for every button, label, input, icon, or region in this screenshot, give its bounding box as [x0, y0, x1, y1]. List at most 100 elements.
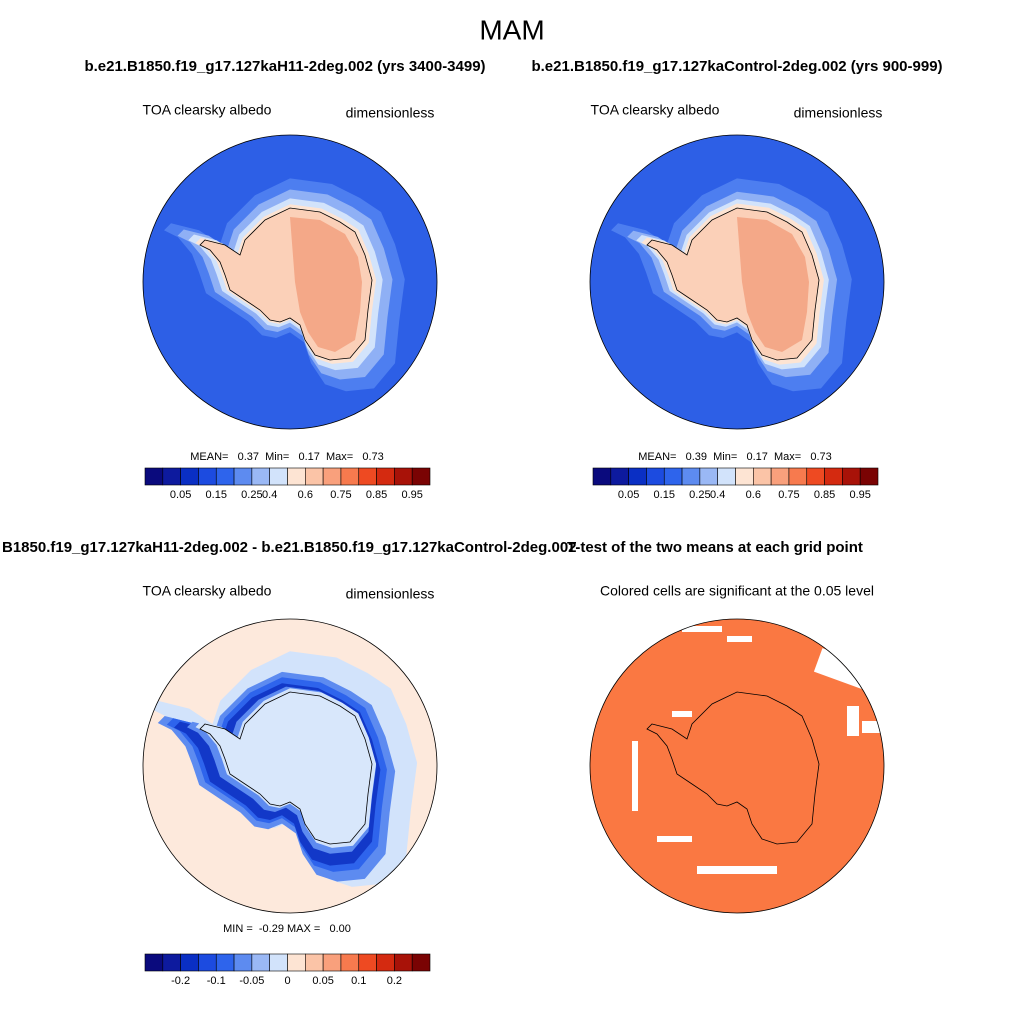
cell — [672, 711, 692, 717]
map-border — [589, 134, 885, 430]
figure-title: MAM — [479, 14, 544, 45]
colorbar-box — [842, 467, 861, 486]
colorbar-box — [180, 467, 199, 486]
colorbar-box — [824, 467, 843, 486]
colorbar-box — [592, 467, 612, 486]
panel-header: b.e21.B1850.f19_g17.127kaH11-2deg.002 (y… — [84, 58, 485, 75]
colorbar-label: 0.1 — [351, 975, 366, 987]
panel-header: B1850.f19_g17.127kaH11-2deg.002 - b.e21.… — [2, 539, 577, 556]
cell — [632, 741, 638, 811]
panel-header: b.e21.B1850.f19_g17.127kaControl-2deg.00… — [531, 58, 942, 75]
colorbar-box — [251, 953, 270, 972]
colorbar-label: 0.05 — [170, 489, 191, 501]
cell — [847, 706, 859, 736]
map — [142, 134, 438, 430]
colorbar-box — [233, 467, 253, 486]
colorbar-box — [322, 467, 342, 486]
colorbar-box — [287, 953, 306, 972]
colorbar-box — [663, 467, 683, 486]
colorbar-label: 0.95 — [849, 489, 870, 501]
colorbar-label: 0.75 — [330, 489, 351, 501]
colorbar-box — [322, 953, 342, 972]
colorbar-label: 0.2 — [387, 975, 402, 987]
colorbar-box — [269, 953, 288, 972]
colorbar-box — [753, 467, 772, 486]
colorbar-label: 0.15 — [206, 489, 227, 501]
units-label: dimensionless — [346, 586, 435, 602]
variable-label: TOA clearsky albedo — [143, 102, 272, 118]
colorbar-label: -0.05 — [239, 975, 264, 987]
colorbar-box — [394, 953, 413, 972]
cell — [862, 721, 880, 733]
units-label: dimensionless — [794, 105, 883, 121]
colorbar-box — [233, 953, 253, 972]
colorbar-box — [806, 467, 825, 486]
colorbar-box — [628, 467, 647, 486]
colorbar-box — [287, 467, 306, 486]
colorbar-label: 0.6 — [298, 489, 313, 501]
colorbar-box — [144, 953, 164, 972]
colorbar-box — [717, 467, 736, 486]
colorbar-label: 0.75 — [778, 489, 799, 501]
significance-note: Colored cells are significant at the 0.0… — [600, 583, 874, 599]
colorbar-label: 0.85 — [814, 489, 835, 501]
colorbar-label: 0.05 — [618, 489, 639, 501]
colorbar-label: 0.25 — [241, 489, 262, 501]
map-border — [142, 618, 438, 914]
colorbar-box — [180, 953, 199, 972]
cell — [727, 636, 752, 642]
colorbar-label: 0.15 — [654, 489, 675, 501]
map-border — [142, 134, 438, 430]
colorbar-label: -0.1 — [207, 975, 226, 987]
panel-header: T-test of the two means at each grid poi… — [567, 539, 863, 556]
colorbar-box — [788, 467, 808, 486]
colorbar-box — [699, 467, 718, 486]
colorbar-label: 0.85 — [366, 489, 387, 501]
variable-label: TOA clearsky albedo — [591, 102, 720, 118]
colorbar-box — [198, 467, 217, 486]
colorbar-box — [251, 467, 270, 486]
colorbar-box — [411, 953, 431, 972]
colorbar-box — [305, 953, 324, 972]
map — [589, 134, 885, 430]
colorbar-box — [198, 953, 217, 972]
colorbar-box — [411, 467, 431, 486]
units-label: dimensionless — [346, 105, 435, 121]
colorbar-box — [358, 467, 377, 486]
colorbar-label: 0.6 — [746, 489, 761, 501]
stats: MIN = -0.29 MAX = 0.00 — [223, 923, 351, 935]
stats: MEAN= 0.39 Min= 0.17 Max= 0.73 — [638, 451, 832, 463]
cell — [657, 836, 692, 842]
colorbar-box — [376, 953, 395, 972]
colorbar-box — [681, 467, 701, 486]
stats: MEAN= 0.37 Min= 0.17 Max= 0.73 — [190, 451, 384, 463]
map — [589, 618, 885, 914]
colorbar-label: -0.2 — [171, 975, 190, 987]
colorbar-box — [269, 467, 288, 486]
colorbar-box — [215, 467, 235, 486]
colorbar-box — [394, 467, 413, 486]
map-border — [589, 618, 885, 914]
colorbar-box — [859, 467, 879, 486]
colorbar-label: 0 — [284, 975, 290, 987]
colorbar-box — [162, 467, 181, 486]
colorbar-box — [610, 467, 629, 486]
colorbar-box — [340, 467, 360, 486]
colorbar-label: 0.05 — [312, 975, 333, 987]
colorbar-box — [376, 467, 395, 486]
cell — [697, 866, 777, 874]
variable-label: TOA clearsky albedo — [143, 583, 272, 599]
colorbar-box — [144, 467, 164, 486]
colorbar-box — [358, 953, 377, 972]
colorbar-box — [340, 953, 360, 972]
cell — [682, 626, 722, 632]
colorbar-label: 0.4 — [262, 489, 277, 501]
colorbar-box — [305, 467, 324, 486]
colorbar-label: 0.25 — [689, 489, 710, 501]
colorbar-box — [735, 467, 754, 486]
colorbar-box — [215, 953, 235, 972]
colorbar-box — [646, 467, 665, 486]
colorbar-label: 0.95 — [401, 489, 422, 501]
